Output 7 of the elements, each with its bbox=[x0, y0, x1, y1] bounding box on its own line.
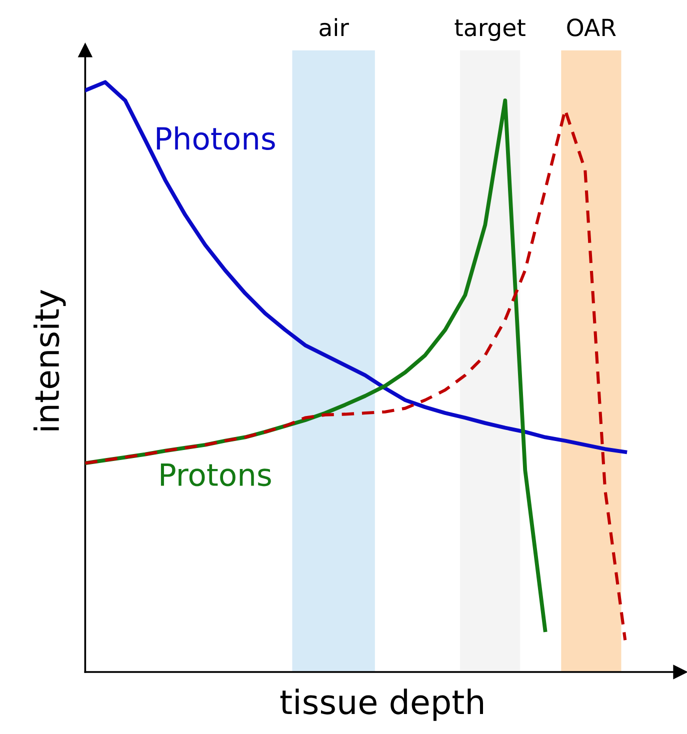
x-axis-title: tissue depth bbox=[280, 688, 483, 721]
text: OAR bbox=[567, 18, 616, 36]
text: air bbox=[320, 18, 349, 36]
text: target bbox=[454, 19, 526, 41]
y-axis-title: intensity bbox=[33, 290, 66, 430]
series-label: Photons bbox=[156, 126, 275, 150]
series-label: Protons bbox=[160, 463, 271, 486]
